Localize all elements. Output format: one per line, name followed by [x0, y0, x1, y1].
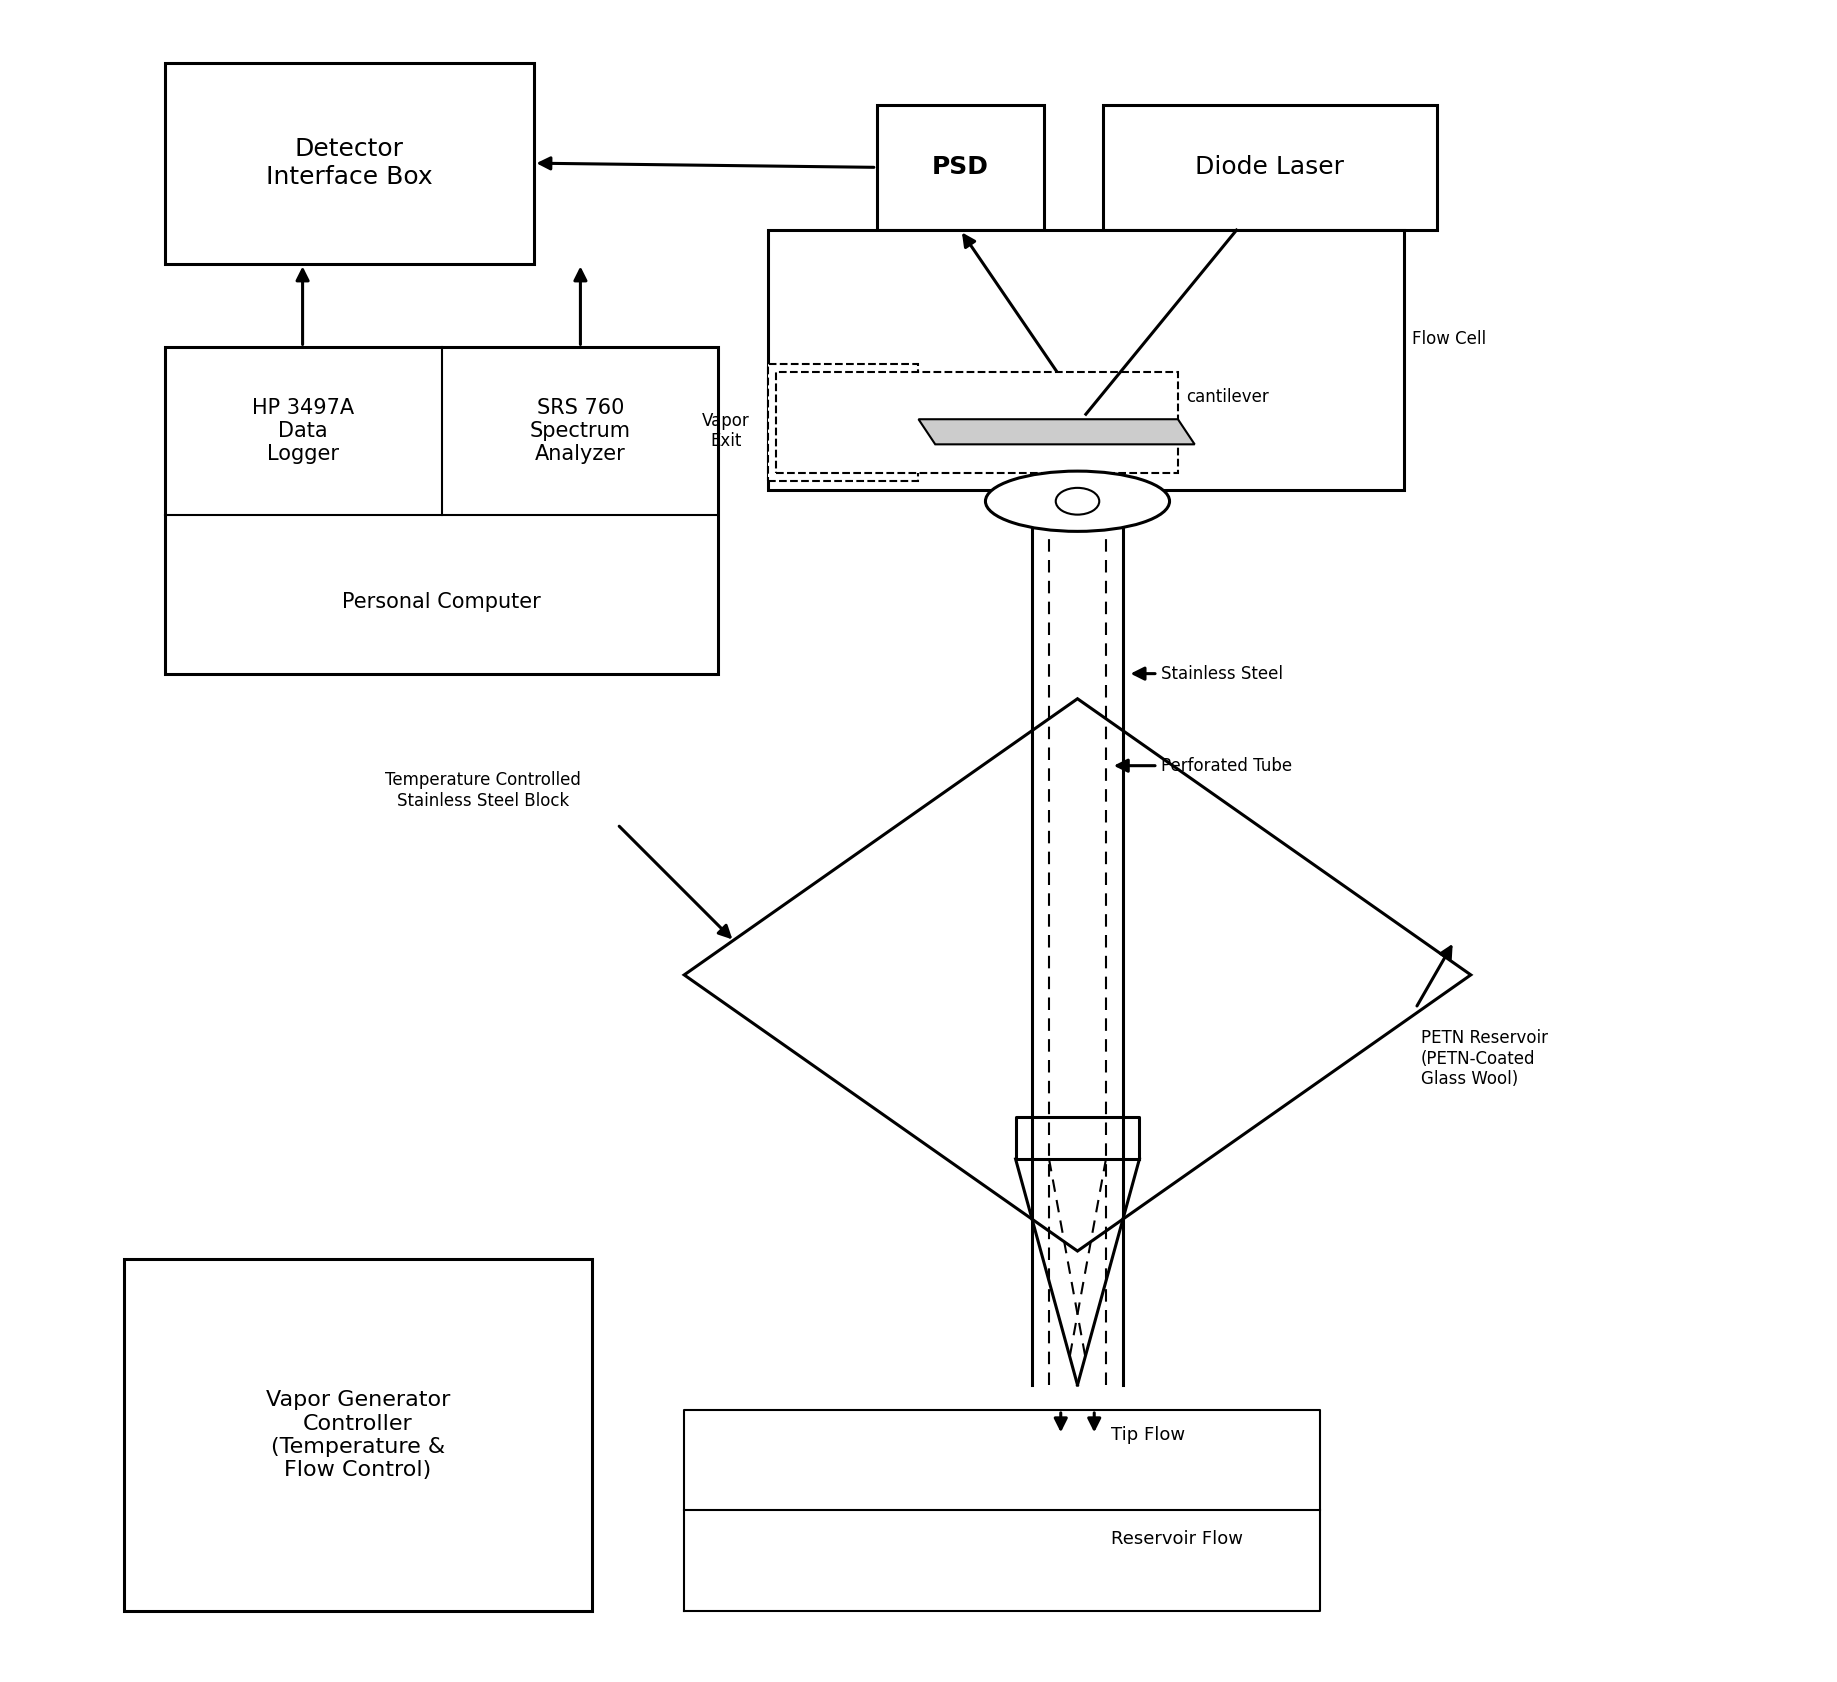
Ellipse shape [1056, 488, 1099, 515]
Text: cantilever: cantilever [1187, 389, 1269, 407]
Text: Tip Flow: Tip Flow [1111, 1426, 1185, 1445]
Text: Reservoir Flow: Reservoir Flow [1111, 1531, 1244, 1547]
Polygon shape [918, 419, 1194, 444]
Text: Detector
Interface Box: Detector Interface Box [266, 138, 434, 188]
Text: PSD: PSD [931, 155, 988, 180]
FancyBboxPatch shape [1102, 104, 1437, 230]
Text: Temperature Controlled
Stainless Steel Block: Temperature Controlled Stainless Steel B… [386, 772, 580, 811]
Text: Perforated Tube: Perforated Tube [1161, 757, 1291, 775]
Text: Personal Computer: Personal Computer [342, 592, 540, 612]
FancyBboxPatch shape [165, 62, 533, 264]
Text: SRS 760
Spectrum
Analyzer: SRS 760 Spectrum Analyzer [529, 397, 630, 464]
FancyBboxPatch shape [123, 1260, 592, 1611]
Text: HP 3497A
Data
Logger: HP 3497A Data Logger [252, 397, 355, 464]
FancyBboxPatch shape [777, 372, 1178, 473]
Text: Vapor Generator
Controller
(Temperature &
Flow Control): Vapor Generator Controller (Temperature … [266, 1391, 450, 1480]
Text: Vapor
Exit: Vapor Exit [702, 412, 749, 451]
FancyBboxPatch shape [876, 104, 1043, 230]
Text: Diode Laser: Diode Laser [1196, 155, 1345, 180]
Text: Flow Cell: Flow Cell [1413, 330, 1486, 348]
Ellipse shape [985, 471, 1170, 532]
Text: PETN Reservoir
(PETN-Coated
Glass Wool): PETN Reservoir (PETN-Coated Glass Wool) [1420, 1029, 1547, 1088]
FancyBboxPatch shape [768, 230, 1403, 489]
FancyBboxPatch shape [165, 346, 718, 673]
FancyBboxPatch shape [768, 363, 918, 481]
Polygon shape [683, 698, 1471, 1251]
Text: Stainless Steel: Stainless Steel [1161, 664, 1284, 683]
